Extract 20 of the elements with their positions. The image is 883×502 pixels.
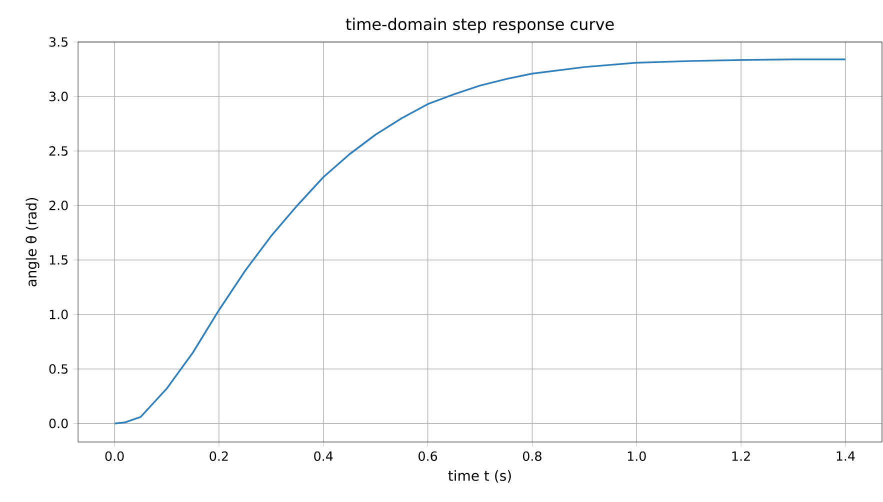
y-tick-label: 0.0 [49,418,68,428]
y-tick-label: 2.5 [49,146,68,156]
x-tick-label: 1.0 [628,451,646,461]
x-tick-label: 1.2 [732,451,750,461]
y-tick-label: 0.5 [49,364,68,374]
x-tick-label: 0.6 [418,451,438,461]
x-tick-label: 0.2 [210,451,228,461]
x-tick-label: 0.8 [522,451,542,461]
y-axis-title: angle θ (rad) [26,198,40,286]
x-axis-title: time t (s) [448,470,511,483]
y-tick-label: 1.0 [50,310,68,320]
x-tick-label: 0.0 [105,451,124,461]
chart-title: time-domain step response curve [346,18,614,34]
x-tick-label: 1.4 [836,451,855,461]
y-tick-label: 3.5 [49,37,68,47]
line-series [114,58,846,424]
y-tick-label: 2.0 [49,200,68,210]
y-tick-label: 3.0 [49,92,68,102]
x-tick-label: 0.4 [314,451,333,461]
y-tick-label: 1.5 [50,255,68,265]
